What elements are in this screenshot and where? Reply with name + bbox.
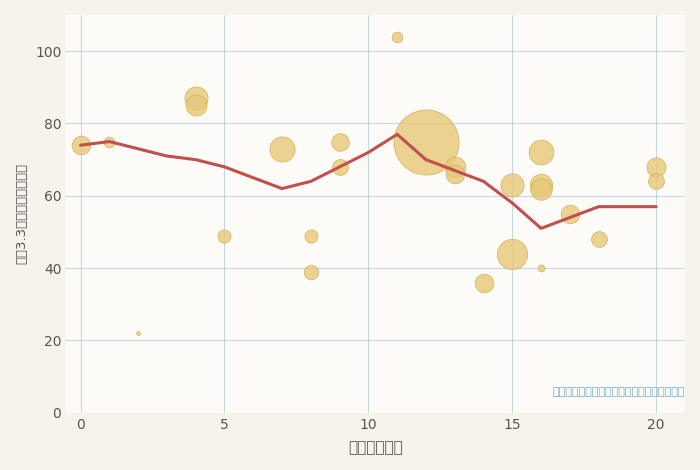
Point (593, 235, 604, 243)
Point (650, 178, 662, 185)
Point (536, 181, 547, 189)
Point (276, 145, 288, 153)
Point (449, 163, 461, 171)
Point (536, 265, 547, 272)
Point (536, 149, 547, 156)
Point (650, 163, 662, 171)
X-axis label: 駅距離（分）: 駅距離（分） (348, 440, 403, 455)
Point (305, 268, 316, 275)
Point (507, 250, 518, 258)
Point (75, 141, 86, 149)
Point (334, 163, 345, 171)
Point (536, 185, 547, 192)
Point (449, 170, 461, 178)
Point (334, 138, 345, 145)
Point (132, 329, 144, 337)
Point (190, 94, 202, 102)
Point (507, 181, 518, 189)
Point (421, 138, 432, 145)
Point (190, 102, 202, 109)
Point (478, 279, 489, 286)
Point (305, 232, 316, 239)
Point (391, 33, 402, 40)
Point (104, 138, 115, 145)
Point (219, 232, 230, 239)
Y-axis label: 坪（3.3㎡）単価（万円）: 坪（3.3㎡）単価（万円） (15, 164, 28, 265)
Text: 円の大きさは、取引のあった物件面積を示す: 円の大きさは、取引のあった物件面積を示す (552, 387, 685, 397)
Point (564, 210, 575, 218)
